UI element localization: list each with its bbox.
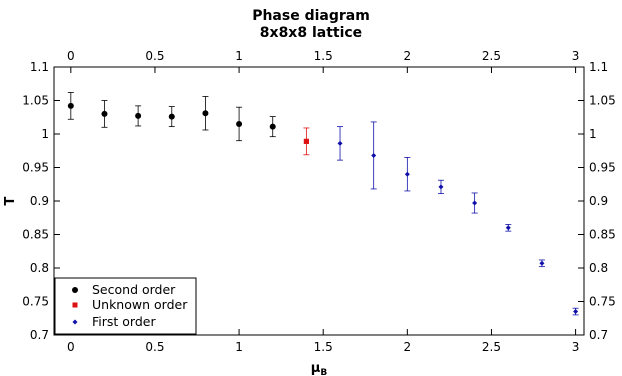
y-tick-label-right-1-1: 1.1 [589,60,608,74]
series-first-order [337,121,579,316]
x-tick-label-top-2: 2 [404,49,412,63]
legend-marker-first-order [72,319,78,325]
legend-item-second-order: Second order [72,282,176,297]
legend-item-first-order: First order [72,314,156,329]
y-tick-label-right-0-85: 0.85 [589,228,616,242]
x-tick-label-bottom-1-5: 1.5 [314,340,333,354]
second-order-point-2 [135,112,142,119]
first-order-point-6 [539,260,545,266]
legend-item-unknown-order: Unknown order [72,297,188,312]
x-axis-label-subscript: B [320,368,327,376]
series-second-order [67,92,276,142]
x-tick-label-top-3: 3 [572,49,580,63]
first-order-point-3 [438,184,444,190]
y-tick-label-right-0-75: 0.75 [589,295,616,309]
x-tick-label-top-0: 0 [67,49,75,63]
y-tick-label-right-0-8: 0.8 [589,261,608,275]
y-tick-label-left-1-1: 1.1 [30,60,49,74]
x-axis-label: μB [311,361,328,376]
y-tick-label-right-1: 1 [589,127,597,141]
x-tick-label-bottom-2-5: 2.5 [482,340,501,354]
y-axis-label: T [3,196,18,205]
first-order-point-7 [573,309,579,315]
data-layer [67,92,579,316]
legend-label-unknown-order: Unknown order [92,297,188,312]
second-order-point-1 [101,110,108,117]
x-tick-label-bottom-1: 1 [235,340,243,354]
first-order-point-4 [472,200,478,206]
second-order-point-0 [67,102,74,109]
x-tick-label-top-0-5: 0.5 [145,49,164,63]
legend-label-first-order: First order [92,314,156,329]
y-tick-label-right-0-95: 0.95 [589,161,616,175]
second-order-point-3 [168,113,175,120]
y-tick-label-left-1: 1 [41,127,49,141]
first-order-point-5 [505,225,511,231]
y-tick-label-right-0-9: 0.9 [589,194,608,208]
y-tick-label-left-0-7: 0.7 [30,328,49,342]
y-tick-label-left-0-75: 0.75 [22,295,49,309]
legend-box [54,277,197,335]
second-order-point-5 [236,120,243,127]
x-tick-label-bottom-2: 2 [404,340,412,354]
first-order-point-1 [371,152,377,158]
legend-label-second-order: Second order [92,282,176,297]
first-order-point-0 [337,140,343,146]
y-tick-label-left-0-8: 0.8 [30,261,49,275]
y-tick-label-right-0-7: 0.7 [589,328,608,342]
y-tick-label-left-1-05: 1.05 [22,94,49,108]
legend-marker-second-order [72,287,78,293]
x-tick-label-bottom-0: 0 [67,340,75,354]
y-tick-label-left-0-9: 0.9 [30,194,49,208]
x-tick-label-top-1: 1 [235,49,243,63]
series-unknown-order [303,127,310,156]
x-tick-label-top-1-5: 1.5 [314,49,333,63]
x-tick-label-top-2-5: 2.5 [482,49,501,63]
chart-subtitle: 8x8x8 lattice [260,25,362,41]
unknown-order-point-0 [303,138,309,144]
ticks-layer: 0 0 0.5 0.5 1 1 1.5 1.5 2 2 2.5 2.5 3 3 0.7 0.7 0.75 0.75… [22,49,615,354]
y-tick-label-right-1-05: 1.05 [589,94,616,108]
x-axis-label-main: μ [311,361,321,376]
first-order-point-2 [404,171,410,177]
second-order-point-6 [269,123,276,130]
y-tick-label-left-0-95: 0.95 [22,161,49,175]
second-order-point-4 [202,110,209,117]
y-tick-label-left-0-85: 0.85 [22,228,49,242]
x-tick-label-bottom-0-5: 0.5 [145,340,164,354]
chart-title: Phase diagram [252,8,370,24]
legend-marker-unknown-order [72,302,78,308]
legend: Second order Unknown order First order [54,277,197,335]
x-tick-label-bottom-3: 3 [572,340,580,354]
